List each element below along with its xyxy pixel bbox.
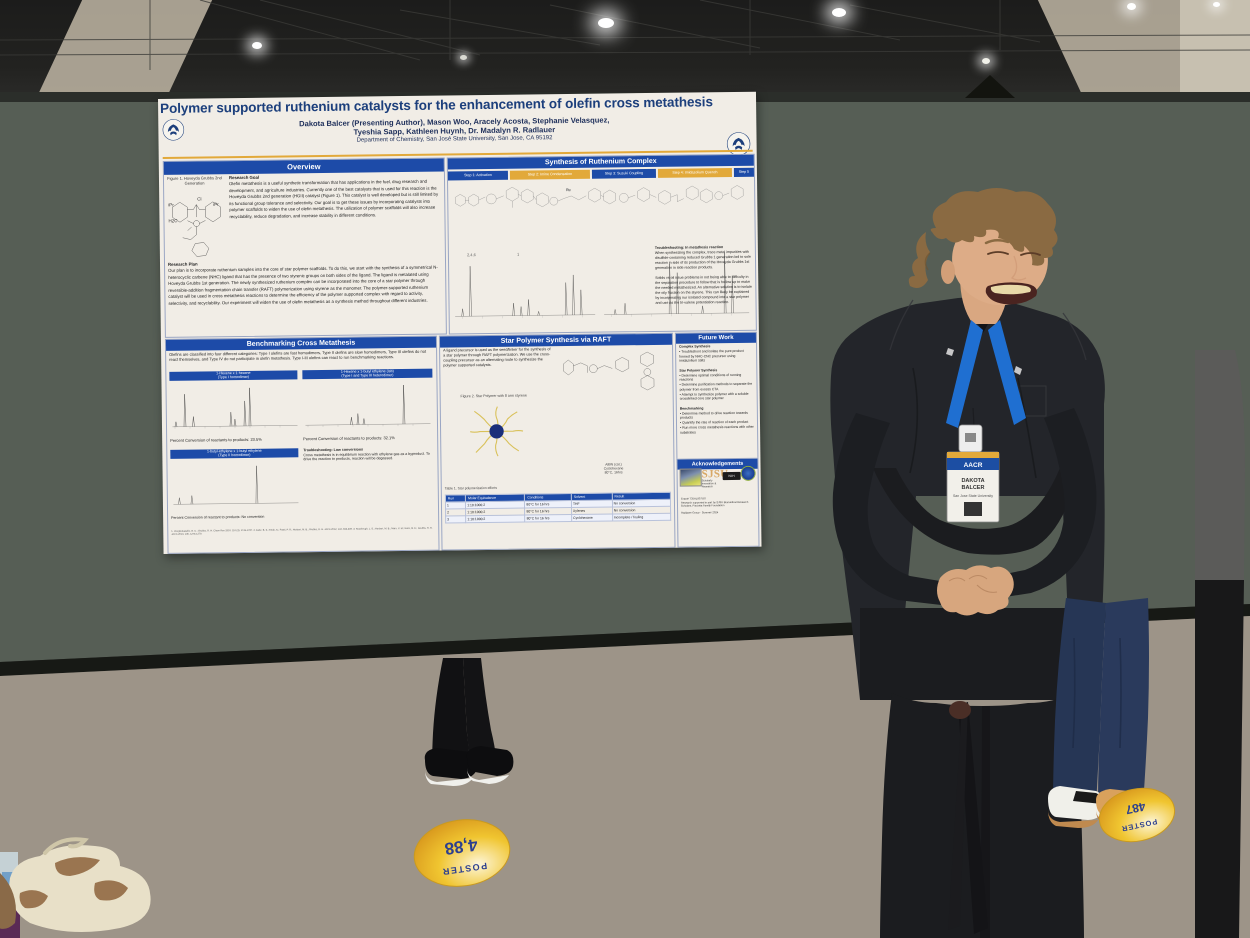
svg-text:2,4,6: 2,4,6	[467, 252, 477, 257]
svg-text:San Jose State University: San Jose State University	[953, 494, 993, 498]
svg-text:AACR: AACR	[964, 462, 983, 469]
svg-text:BALCER: BALCER	[962, 485, 985, 491]
svg-text:Ru: Ru	[566, 188, 571, 192]
svg-text:iPr: iPr	[168, 202, 174, 207]
svg-text:Cl: Cl	[197, 196, 201, 201]
svg-text:iPr: iPr	[213, 202, 219, 207]
svg-text:1: 1	[517, 252, 520, 257]
svg-text:H2C: H2C	[168, 218, 178, 223]
svg-text:DAKOTA: DAKOTA	[961, 478, 984, 484]
